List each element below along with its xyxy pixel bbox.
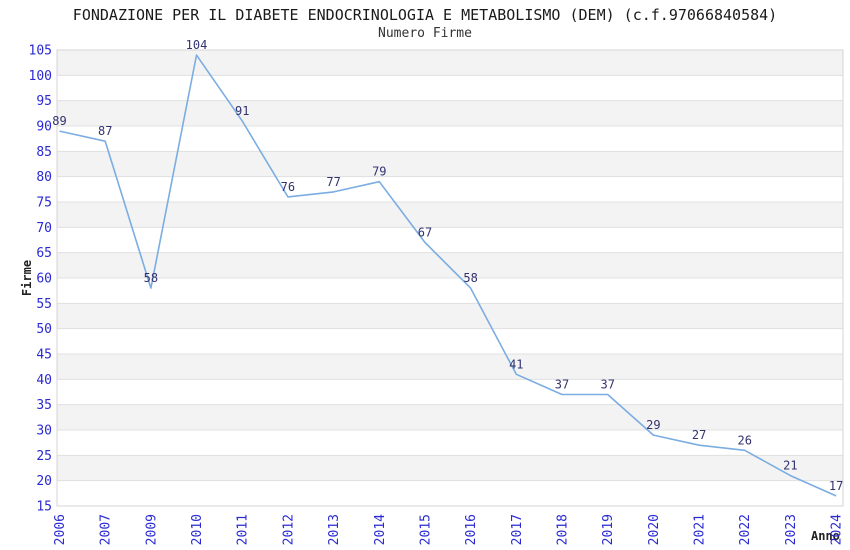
plot-border <box>56 49 844 507</box>
x-tick-label: 2020 <box>647 514 662 545</box>
point-label: 87 <box>98 124 112 138</box>
y-tick-label: 55 <box>36 297 52 312</box>
y-tick-label: 30 <box>36 424 52 439</box>
plot-band <box>57 404 843 430</box>
y-tick-label: 75 <box>36 196 52 211</box>
y-tick-label: 95 <box>36 94 52 109</box>
y-tick-label: 50 <box>36 322 52 337</box>
plot-band <box>57 354 843 380</box>
point-label: 89 <box>52 114 66 128</box>
y-tick-label: 70 <box>36 221 52 236</box>
plot-band <box>57 202 843 228</box>
y-tick-label: 80 <box>36 170 52 185</box>
plot-band <box>57 303 843 329</box>
point-label: 58 <box>463 271 477 285</box>
x-axis-title: Anno <box>811 529 840 543</box>
x-tick-label: 2012 <box>281 514 296 545</box>
x-tick-label: 2017 <box>510 514 525 545</box>
x-tick-label: 2015 <box>419 514 434 545</box>
x-tick-label: 2018 <box>556 514 571 545</box>
y-tick-label: 60 <box>36 272 52 287</box>
x-tick-label: 2023 <box>784 514 799 545</box>
chart-subtitle: Numero Firme <box>378 26 472 41</box>
point-label: 77 <box>326 175 340 189</box>
point-label: 37 <box>555 378 569 392</box>
point-label: 58 <box>144 271 158 285</box>
point-label: 17 <box>829 479 843 493</box>
point-label: 76 <box>281 180 295 194</box>
y-tick-label: 100 <box>29 69 52 84</box>
y-tick-label: 35 <box>36 398 52 413</box>
y-tick-label: 90 <box>36 120 52 135</box>
x-tick-label: 2013 <box>327 514 342 545</box>
x-tick-label: 2024 <box>830 514 845 545</box>
plot-band <box>57 151 843 177</box>
y-tick-label: 85 <box>36 145 52 160</box>
point-label: 79 <box>372 165 386 179</box>
x-tick-label: 2022 <box>738 514 753 545</box>
x-tick-label: 2021 <box>693 514 708 545</box>
y-tick-label: 20 <box>36 474 52 489</box>
plot-band <box>57 455 843 481</box>
x-tick-label: 2019 <box>601 514 616 545</box>
plot-band <box>57 252 843 278</box>
point-label: 29 <box>646 418 660 432</box>
point-label: 104 <box>186 38 208 52</box>
x-tick-label: 2006 <box>53 514 68 545</box>
point-label: 41 <box>509 357 523 371</box>
point-label: 37 <box>600 378 614 392</box>
plot-band <box>57 100 843 126</box>
point-label: 67 <box>418 226 432 240</box>
x-tick-label: 2010 <box>190 514 205 545</box>
chart-title: FONDAZIONE PER IL DIABETE ENDOCRINOLOGIA… <box>72 6 778 24</box>
point-label: 26 <box>737 433 751 447</box>
plot-band <box>57 50 843 76</box>
y-tick-label: 45 <box>36 348 52 363</box>
series-line <box>59 54 837 497</box>
y-tick-label: 25 <box>36 449 52 464</box>
x-tick-label: 2014 <box>373 514 388 545</box>
x-tick-label: 2011 <box>236 514 251 545</box>
x-tick-label: 2007 <box>99 514 114 545</box>
y-tick-label: 65 <box>36 246 52 261</box>
point-label: 91 <box>235 104 249 118</box>
point-label: 21 <box>783 459 797 473</box>
y-tick-label: 105 <box>29 44 52 59</box>
y-tick-label: 15 <box>36 500 52 515</box>
x-tick-label: 2016 <box>464 514 479 545</box>
y-tick-label: 40 <box>36 373 52 388</box>
point-label: 27 <box>692 428 706 442</box>
x-tick-label: 2009 <box>144 514 159 545</box>
